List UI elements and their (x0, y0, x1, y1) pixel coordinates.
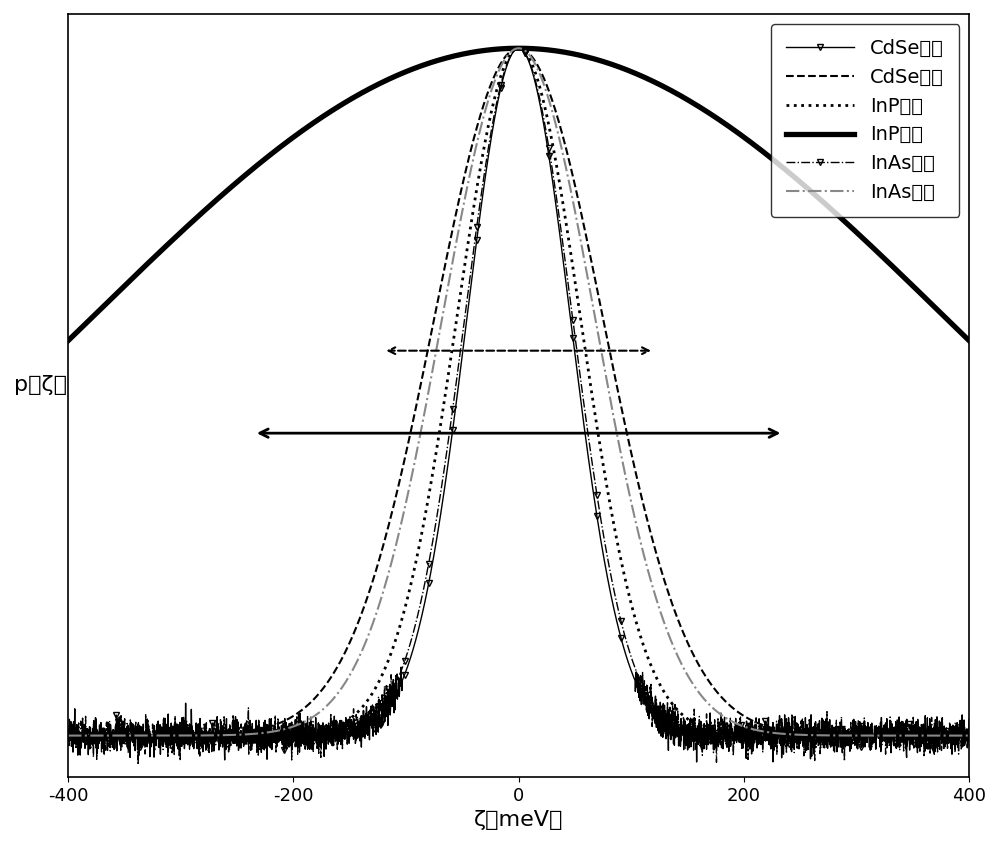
InP单个 (512, 43, 524, 53)
CdSe集合 (218, 729, 230, 739)
InAs集合 (165, 731, 177, 741)
CdSe单个 (512, 43, 524, 53)
CdSe集合 (447, 224, 459, 234)
InAs单个 (219, 729, 231, 739)
Line: CdSe集合: CdSe集合 (68, 48, 969, 736)
InAs集合 (218, 730, 230, 740)
CdSe单个 (62, 733, 74, 743)
InAs单个 (408, 625, 420, 636)
InP单个 (447, 340, 459, 350)
InAs集合 (963, 731, 975, 741)
InP单个 (946, 731, 958, 741)
InAs单个 (165, 736, 177, 746)
CdSe单个 (963, 714, 975, 724)
InAs集合 (849, 731, 861, 741)
CdSe单个 (946, 749, 958, 760)
InAs单个 (132, 760, 144, 770)
CdSe集合 (512, 43, 524, 53)
InP单个 (408, 567, 420, 577)
InP单个 (165, 731, 177, 741)
InP集合 (512, 43, 524, 53)
CdSe集合 (963, 731, 975, 741)
InP集合 (946, 318, 958, 328)
InAs集合 (447, 256, 459, 266)
InP单个 (849, 731, 861, 741)
InAs集合 (946, 731, 958, 741)
InP集合 (218, 188, 230, 198)
CdSe单个 (691, 757, 703, 767)
X-axis label: ζ（meV）: ζ（meV） (474, 810, 563, 830)
InP集合 (963, 336, 975, 346)
Y-axis label: p（ζ）: p（ζ） (14, 376, 67, 395)
InP单个 (963, 731, 975, 741)
InP集合 (62, 336, 74, 346)
CdSe集合 (849, 730, 861, 740)
Line: InAs集合: InAs集合 (68, 48, 969, 736)
Line: InP单个: InP单个 (68, 48, 969, 736)
InP集合 (165, 236, 177, 246)
InP集合 (408, 63, 420, 73)
CdSe集合 (165, 730, 177, 740)
InAs单个 (946, 722, 958, 733)
InP单个 (62, 731, 74, 741)
InAs集合 (408, 462, 420, 472)
InAs单个 (447, 402, 459, 412)
CdSe单个 (408, 642, 420, 652)
InAs集合 (62, 731, 74, 741)
CdSe集合 (62, 731, 74, 741)
InAs单个 (512, 43, 524, 53)
InAs单个 (849, 723, 861, 733)
InP单个 (218, 731, 230, 741)
Line: InAs单个: InAs单个 (65, 45, 973, 768)
CdSe集合 (946, 731, 958, 741)
CdSe单个 (165, 738, 177, 748)
InP集合 (849, 225, 861, 235)
Line: CdSe单个: CdSe单个 (65, 45, 973, 766)
CdSe单个 (218, 741, 230, 751)
CdSe集合 (408, 413, 420, 423)
InAs单个 (963, 729, 975, 739)
CdSe单个 (447, 425, 459, 435)
InAs单个 (62, 726, 74, 736)
InP集合 (447, 51, 459, 62)
Legend: CdSe单个, CdSe集合, InP单个, InP集合, InAs单个, InAs集合: CdSe单个, CdSe集合, InP单个, InP集合, InAs单个, In… (771, 24, 959, 218)
CdSe单个 (849, 740, 861, 750)
InAs集合 (512, 43, 524, 53)
Line: InP集合: InP集合 (68, 48, 969, 341)
